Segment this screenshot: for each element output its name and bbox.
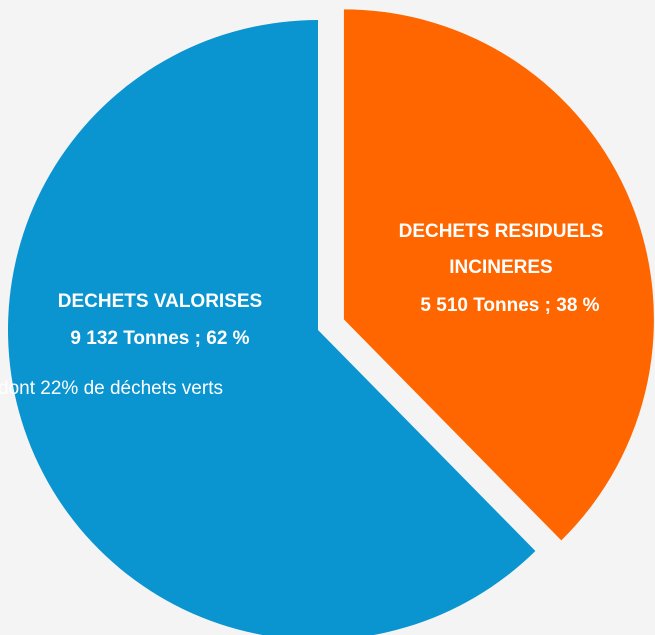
pie-slice (343, 9, 654, 541)
annotation: dont 22% de déchets verts (0, 378, 223, 399)
value-label: 9 132 Tonnes ; 62 % (70, 328, 250, 349)
slice-label: DECHETS RESIDUELS INCINERES (398, 221, 604, 278)
value-label: 5 510 Tonnes ; 38 % (420, 295, 600, 316)
slice-label: DECHETS VALORISES (57, 291, 263, 312)
pie-slice (8, 20, 536, 635)
